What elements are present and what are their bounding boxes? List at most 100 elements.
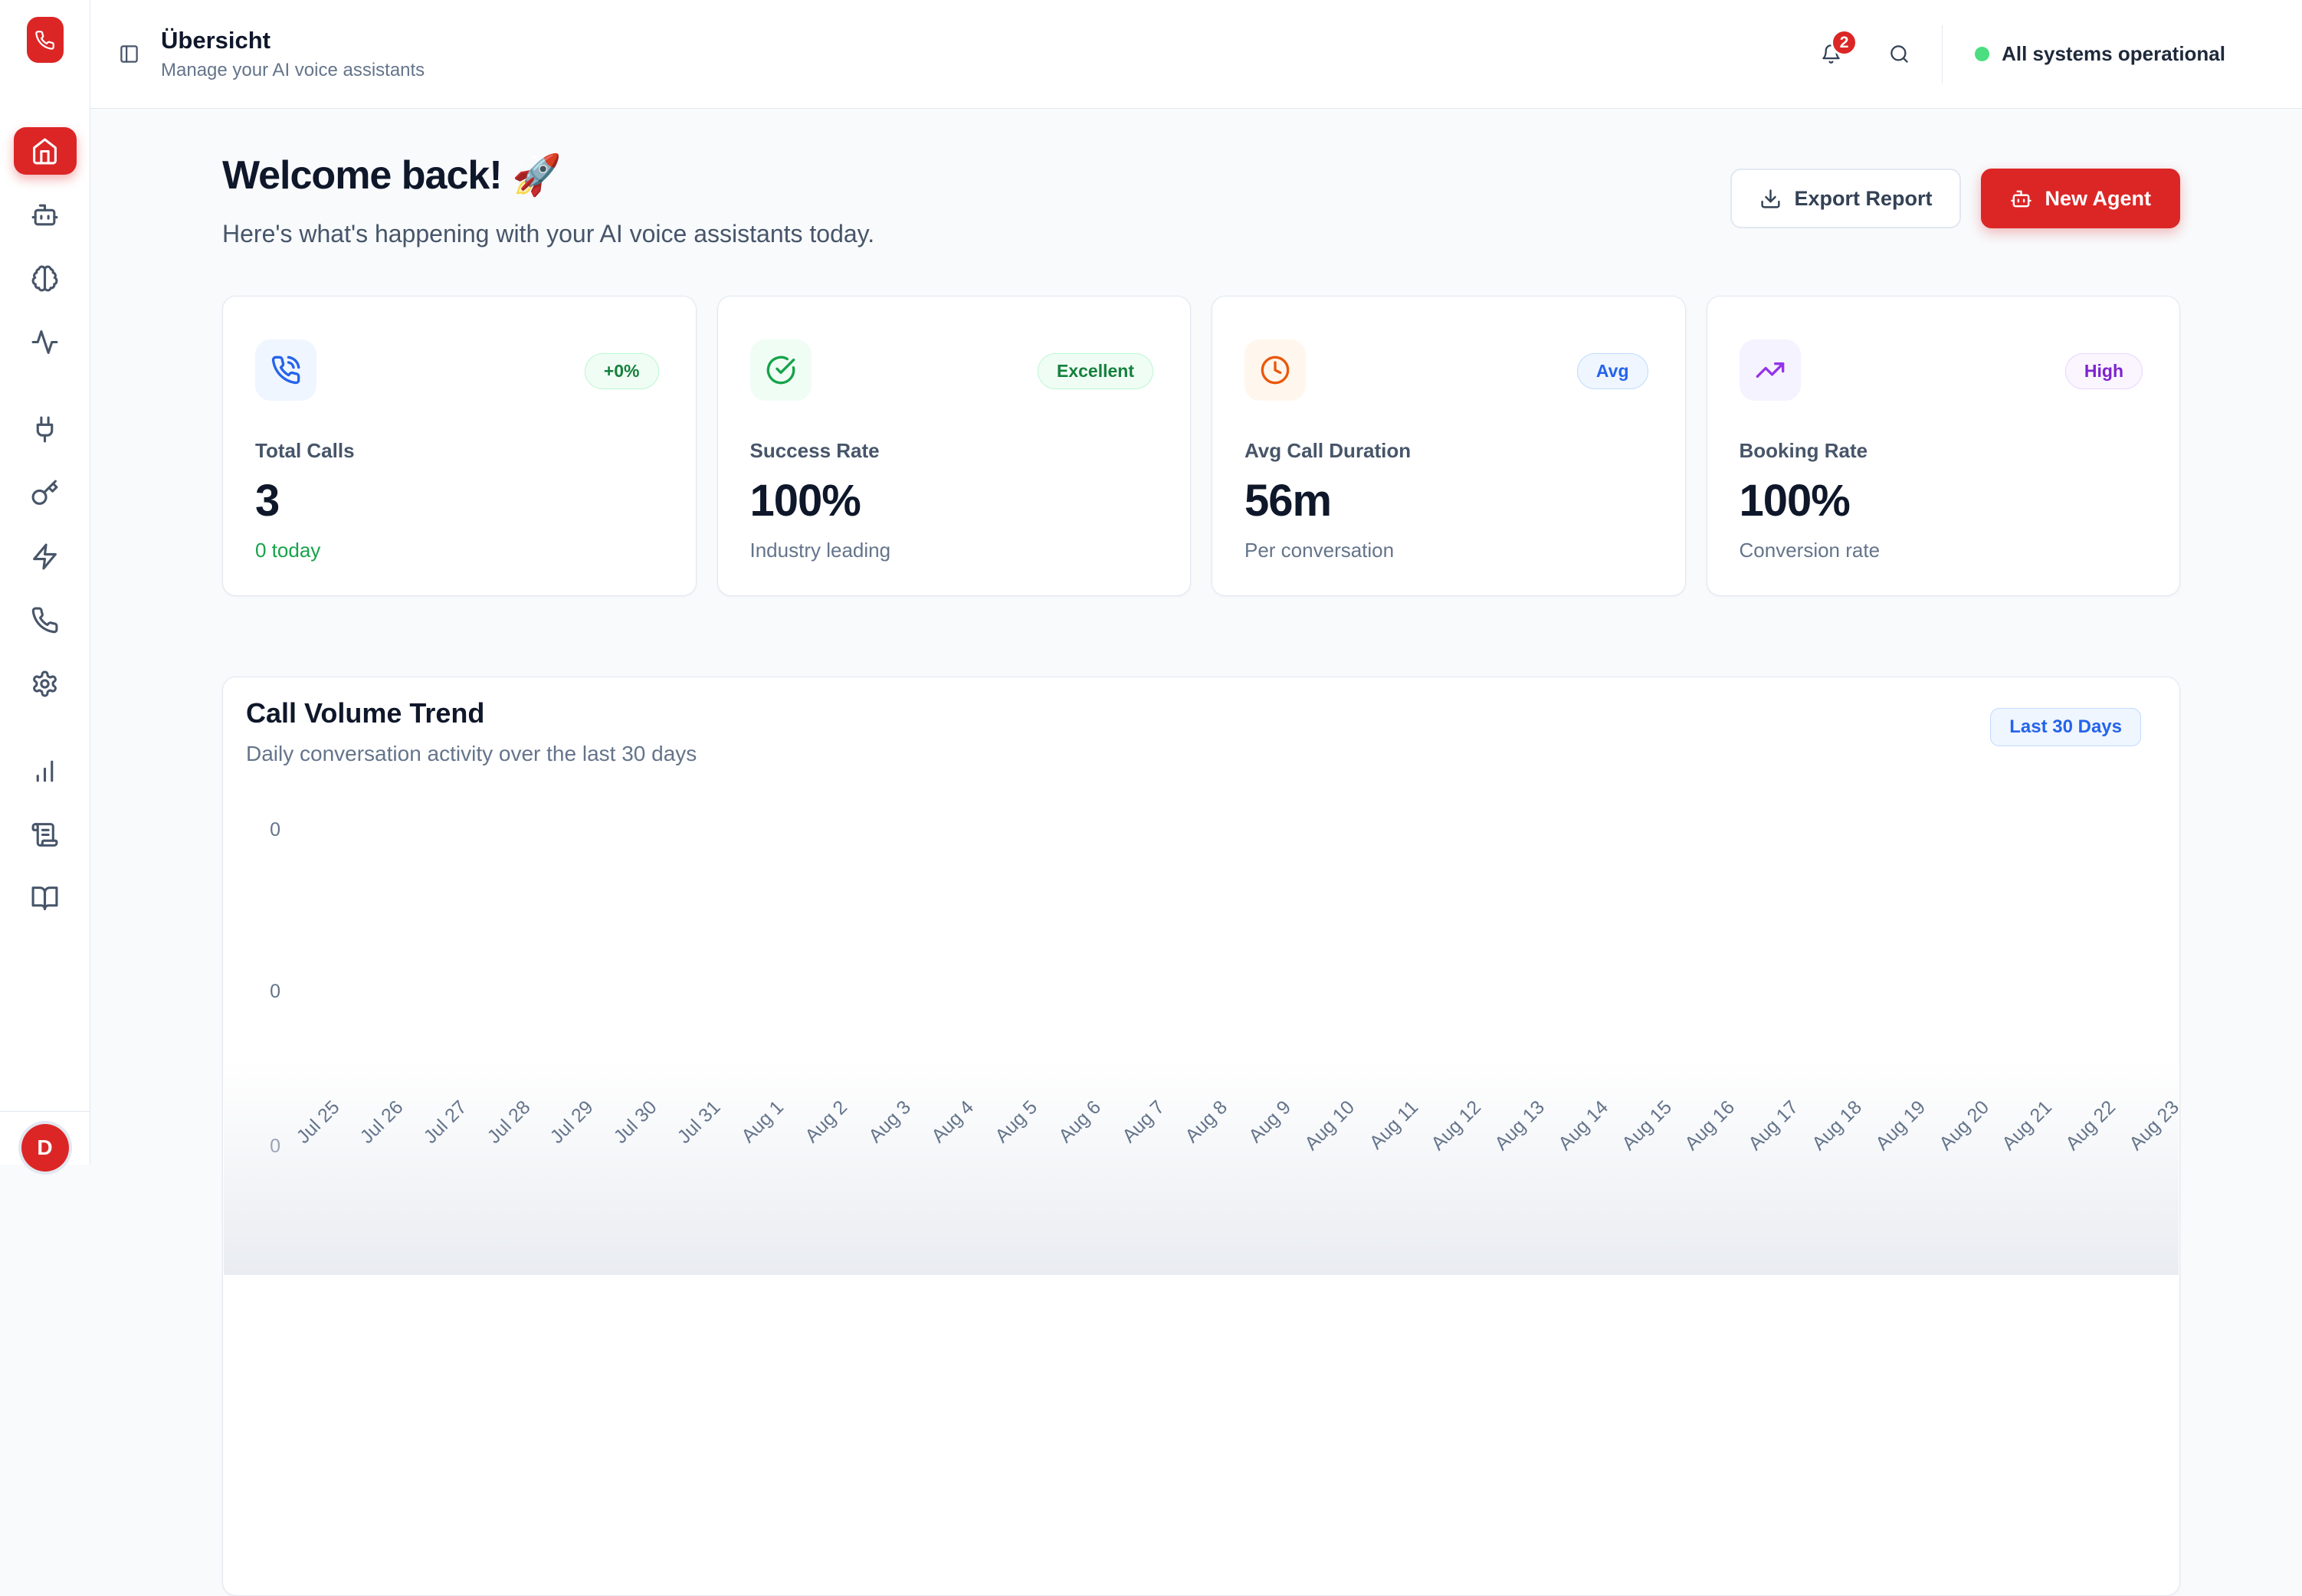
stat-icon-tile	[1244, 339, 1306, 401]
stat-card: Avg Avg Call Duration 56m Per conversati…	[1212, 296, 1686, 596]
zap-icon	[31, 542, 59, 571]
app-logo[interactable]	[26, 17, 64, 63]
bot-icon	[31, 201, 59, 229]
x-axis-label: Aug 9	[1244, 1096, 1296, 1148]
chart-header: Call Volume Trend Daily conversation act…	[246, 697, 2141, 766]
stat-badge: High	[2064, 353, 2143, 389]
x-axis-label: Aug 14	[1554, 1096, 1613, 1155]
header-divider	[1942, 25, 1943, 84]
x-axis-label: Aug 4	[927, 1096, 979, 1148]
chart-plot-area: 0 0 0 Jul 25 Jul 26 Jul 27 Jul 28 Jul 29 Jul 30 J…	[223, 677, 2183, 1595]
y-axis-tick: 0	[270, 981, 280, 1002]
x-axis-label: Jul 26	[356, 1096, 408, 1148]
x-axis-label: Jul 29	[546, 1096, 598, 1148]
x-axis-label: Jul 30	[609, 1096, 661, 1148]
x-axis-label: Aug 7	[1117, 1096, 1169, 1148]
book-open-icon	[31, 884, 59, 913]
settings-icon	[31, 670, 59, 698]
hero-text: Welcome back! 🚀 Here's what's happening …	[222, 152, 874, 248]
system-status: All systems operational	[1975, 42, 2225, 66]
stat-value: 3	[255, 476, 280, 526]
check-circle-icon	[766, 355, 796, 385]
header-titles: Übersicht Manage your AI voice assistant…	[161, 27, 425, 81]
stat-label: Booking Rate	[1739, 439, 1868, 462]
x-axis-label: Aug 5	[991, 1096, 1042, 1148]
chart-card: Call Volume Trend Daily conversation act…	[222, 677, 2183, 1596]
stat-value: 56m	[1244, 476, 1332, 526]
sidebar-item-brain[interactable]	[14, 254, 77, 302]
bar-chart-icon	[31, 757, 59, 785]
export-report-label: Export Report	[1794, 186, 1933, 210]
header: Übersicht Manage your AI voice assistant…	[90, 0, 2302, 109]
main-content: Welcome back! 🚀 Here's what's happening …	[90, 109, 2302, 1596]
welcome-title-text: Welcome back!	[222, 153, 503, 198]
sidebar-item-settings[interactable]	[14, 660, 77, 707]
search-button[interactable]	[1889, 44, 1910, 64]
stat-card-top: +0%	[255, 339, 659, 401]
sidebar-item-bar-chart[interactable]	[14, 747, 77, 795]
stat-label: Total Calls	[255, 439, 355, 462]
chart-subtitle: Daily conversation activity over the las…	[246, 742, 697, 765]
new-agent-button[interactable]: New Agent	[1981, 169, 2180, 228]
avatar[interactable]: D	[21, 1124, 69, 1172]
sidebar-item-book-open[interactable]	[14, 874, 77, 922]
x-axis-label: Aug 6	[1054, 1096, 1105, 1148]
x-axis-label: Aug 3	[864, 1096, 915, 1148]
stat-icon-tile	[749, 339, 812, 401]
x-axis-label: Aug 18	[1808, 1096, 1867, 1155]
stat-subtext: Per conversation	[1244, 539, 1395, 562]
x-axis-label: Jul 27	[419, 1096, 471, 1148]
new-agent-label: New Agent	[2045, 186, 2151, 210]
x-axis-label: Aug 16	[1681, 1096, 1740, 1155]
plug-icon	[31, 415, 59, 444]
stat-badge: Excellent	[1038, 353, 1153, 389]
export-report-button[interactable]: Export Report	[1730, 169, 1962, 228]
trending-up-icon	[1755, 355, 1786, 385]
sidebar-item-home[interactable]	[13, 127, 77, 175]
page-title: Übersicht	[161, 27, 271, 54]
header-actions: 2 All systems operational	[1821, 25, 2225, 84]
home-icon	[31, 137, 59, 165]
sidebar-toggle-button[interactable]	[109, 34, 149, 74]
sidebar-item-bot[interactable]	[14, 191, 77, 238]
sidebar-item-zap[interactable]	[14, 533, 77, 580]
stat-card-top: High	[1739, 339, 2143, 401]
x-axis-label: Aug 20	[1934, 1096, 1993, 1155]
stat-badge: Avg	[1576, 353, 1648, 389]
sidebar-item-plug[interactable]	[14, 405, 77, 453]
sidebar-footer: D	[0, 1111, 90, 1172]
sidebar-nav	[0, 127, 90, 922]
sidebar-item-activity[interactable]	[14, 318, 77, 365]
x-axis-label: Aug 11	[1365, 1096, 1422, 1154]
x-axis-label: Aug 22	[2061, 1096, 2120, 1155]
stat-label: Avg Call Duration	[1244, 439, 1412, 462]
stat-icon-tile	[255, 339, 316, 401]
key-icon	[31, 479, 59, 507]
stat-value: 100%	[749, 476, 861, 526]
chart-titles: Call Volume Trend Daily conversation act…	[246, 697, 697, 766]
phone-call-icon	[271, 355, 301, 385]
x-axis-label: Aug 2	[800, 1096, 851, 1148]
stat-subtext: Conversion rate	[1739, 539, 1881, 562]
x-axis-label: Aug 13	[1490, 1096, 1549, 1155]
stat-card: +0% Total Calls 3 0 today	[222, 296, 697, 596]
welcome-subtitle: Here's what's happening with your AI voi…	[222, 220, 875, 247]
stat-subtext: 0 today	[255, 539, 321, 562]
stat-subtext: Industry leading	[749, 539, 891, 562]
status-text: All systems operational	[2002, 42, 2225, 65]
bot-icon	[2010, 188, 2032, 210]
x-axis-label: Aug 19	[1871, 1096, 1930, 1155]
x-axis-label: Aug 21	[1998, 1096, 2057, 1155]
x-axis-label: Aug 15	[1617, 1096, 1676, 1155]
sidebar-item-key[interactable]	[14, 469, 77, 516]
brain-icon	[31, 264, 59, 293]
phone-icon	[31, 606, 59, 634]
x-axis-label: Aug 8	[1181, 1096, 1232, 1148]
notifications-button[interactable]: 2	[1821, 29, 1858, 64]
panel-left-icon	[119, 44, 139, 64]
sidebar-item-scroll-text[interactable]	[14, 811, 77, 858]
stat-value: 100%	[1739, 476, 1851, 526]
sidebar-item-phone[interactable]	[14, 596, 77, 644]
x-axis-label: Aug 1	[737, 1096, 789, 1148]
range-badge[interactable]: Last 30 Days	[1990, 708, 2141, 746]
